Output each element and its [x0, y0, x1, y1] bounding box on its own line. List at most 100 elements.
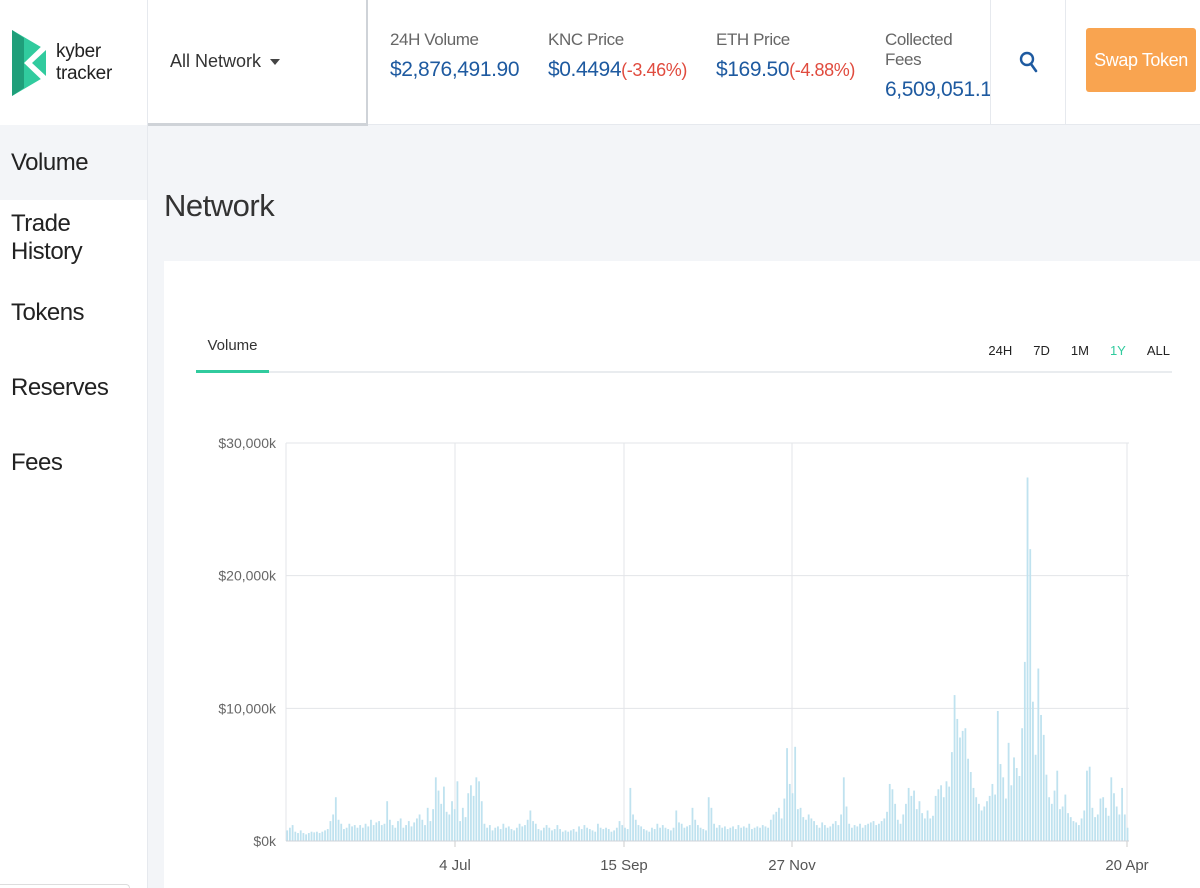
volume-bar: [648, 831, 651, 841]
network-select[interactable]: All Network: [148, 0, 368, 126]
volume-bar: [1026, 477, 1029, 841]
volume-bar: [837, 825, 840, 841]
kyber-logo-icon: [12, 29, 46, 96]
range-button-7d[interactable]: 7D: [1033, 343, 1050, 358]
volume-bar: [883, 818, 886, 841]
volume-bar: [807, 814, 810, 841]
volume-bar: [1048, 797, 1051, 841]
volume-bar: [421, 819, 424, 841]
volume-bar: [696, 825, 699, 841]
logo-text-line2: tracker: [56, 62, 112, 84]
sidebar: kyber tracker Volume Trade History Token…: [0, 0, 148, 888]
volume-bar: [761, 825, 764, 841]
volume-bar: [588, 829, 591, 841]
volume-bar: [426, 807, 429, 841]
stat-24h-volume: 24H Volume $2,876,491.90: [390, 30, 520, 82]
volume-bar: [710, 807, 713, 841]
volume-bar: [691, 807, 694, 841]
tab-volume[interactable]: Volume: [196, 331, 269, 373]
search-icon: [1019, 51, 1037, 72]
range-button-1y[interactable]: 1Y: [1109, 343, 1126, 358]
volume-bar: [867, 823, 870, 841]
volume-bar: [683, 827, 686, 841]
volume-bar: [707, 797, 710, 841]
volume-bar: [294, 831, 297, 841]
volume-bar: [1110, 777, 1113, 841]
volume-bar: [316, 831, 318, 841]
volume-bar: [1059, 809, 1061, 841]
volume-bar: [961, 730, 964, 841]
volume-bar: [780, 818, 783, 841]
volume-bar: [1037, 668, 1040, 841]
volume-bar: [1067, 813, 1069, 841]
sidebar-item-reserves[interactable]: Reserves: [11, 373, 109, 401]
volume-bar: [305, 834, 308, 841]
range-button-24h[interactable]: 24H: [988, 343, 1013, 358]
volume-bar: [826, 827, 829, 841]
price-change: (-4.88%): [789, 60, 855, 80]
volume-bar: [561, 831, 564, 841]
volume-bar: [480, 801, 483, 841]
volume-bar: [977, 803, 980, 841]
volume-bar: [821, 822, 824, 841]
volume-bar: [1113, 793, 1115, 841]
volume-bar: [991, 783, 994, 841]
volume-bar: [791, 793, 794, 841]
volume-bar: [289, 827, 291, 841]
volume-bar: [1007, 742, 1010, 841]
volume-bar: [950, 752, 953, 841]
volume-bar: [845, 806, 848, 841]
range-button-1m[interactable]: 1M: [1070, 343, 1089, 358]
volume-bar: [299, 830, 302, 841]
volume-bar: [578, 826, 580, 841]
volume-bar: [786, 748, 788, 841]
volume-bar: [510, 829, 513, 841]
volume-bar: [624, 827, 626, 841]
search-button[interactable]: [991, 0, 1066, 125]
sidebar-item-fees[interactable]: Fees: [11, 448, 63, 476]
volume-bar: [642, 829, 645, 841]
volume-bar: [1018, 775, 1021, 841]
volume-bar: [488, 825, 491, 841]
range-button-all[interactable]: ALL: [1146, 343, 1170, 358]
volume-bar: [651, 827, 653, 841]
volume-bar: [1096, 814, 1099, 841]
volume-bar: [745, 827, 748, 841]
volume-bar: [1050, 803, 1053, 841]
volume-bar: [859, 823, 861, 841]
volume-bar: [637, 825, 640, 841]
volume-bar: [894, 803, 897, 841]
sidebar-item-tokens[interactable]: Tokens: [11, 298, 85, 326]
top-bar: All Network 24H Volume $2,876,491.90 KNC…: [148, 0, 1200, 126]
volume-bar: [675, 810, 678, 841]
volume-bar: [415, 818, 418, 841]
volume-bar: [418, 814, 421, 841]
volume-bar: [451, 801, 453, 841]
volume-bar: [788, 783, 791, 841]
divider: [1065, 0, 1066, 125]
volume-bar: [291, 825, 294, 841]
volume-bar: [932, 815, 934, 841]
volume-bar: [1034, 754, 1037, 841]
volume-bar: [497, 826, 499, 841]
volume-bar: [548, 827, 551, 841]
volume-bar: [307, 833, 310, 841]
logo[interactable]: kyber tracker: [0, 0, 147, 125]
volume-bar: [621, 825, 624, 841]
logo-text-line1: kyber: [56, 40, 101, 62]
volume-bar: [467, 793, 470, 841]
volume-bar: [507, 826, 510, 841]
volume-bar: [937, 789, 940, 841]
volume-bar: [413, 822, 416, 841]
volume-bar: [702, 829, 705, 841]
swap-token-button[interactable]: Swap Token: [1086, 28, 1196, 92]
sidebar-item-trade-history[interactable]: Trade History: [11, 209, 83, 265]
volume-bar: [448, 814, 451, 841]
sidebar-item-volume[interactable]: Volume: [0, 125, 147, 200]
stat-value: 6,509,051.10 K: [885, 78, 990, 101]
volume-bar: [478, 781, 480, 841]
volume-bar: [348, 823, 351, 841]
stat-value: $169.50: [716, 58, 790, 81]
volume-bar: [1094, 817, 1096, 841]
volume-bar: [975, 797, 978, 841]
